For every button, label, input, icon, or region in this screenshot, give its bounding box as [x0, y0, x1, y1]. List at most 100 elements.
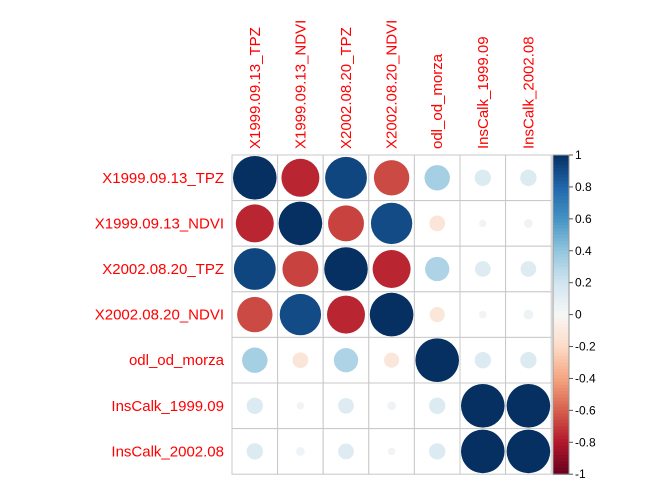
- row-labels: X1999.09.13_TPZ X1999.09.13_NDVI X2002.08.…: [95, 170, 225, 461]
- colorbar-segment: [553, 461, 569, 466]
- colorbar-tick-label: -1: [575, 467, 586, 480]
- correlation-circle: [373, 160, 410, 196]
- colorbar-segment: [553, 234, 569, 239]
- colorbar-segment: [553, 471, 569, 475]
- correlation-circle: [415, 338, 460, 383]
- colorbar-tick-label: -0.6: [575, 403, 596, 417]
- colorbar-segment: [553, 333, 569, 338]
- correlation-circle: [369, 292, 414, 337]
- column-labels: X1999.09.13_TPZ X1999.09.13_NDVI X2002.08.…: [247, 20, 538, 149]
- colorbar-segment: [553, 324, 569, 328]
- colorbar-segment: [553, 327, 569, 332]
- colorbar-segment: [553, 311, 569, 316]
- correlation-circle: [429, 397, 446, 414]
- colorbar-segment: [553, 253, 569, 258]
- colorbar-segment: [553, 400, 569, 405]
- correlation-circle: [338, 397, 354, 414]
- colorbar-segment: [553, 432, 569, 437]
- colorbar-segment: [553, 378, 569, 383]
- colorbar-segment: [553, 330, 569, 335]
- colorbar-segment: [553, 451, 569, 456]
- correlation-circle: [523, 309, 534, 320]
- colorbar-segment: [553, 199, 569, 204]
- correlation-circle: [281, 158, 320, 197]
- colorbar-segment: [553, 266, 569, 271]
- correlation-circle: [387, 447, 396, 456]
- colorbar-segment: [553, 359, 569, 364]
- colorbar-segment: [553, 177, 569, 182]
- colorbar-segment: [553, 285, 569, 290]
- correlation-circle: [242, 347, 268, 373]
- correlation-circle: [520, 261, 537, 277]
- correlation-circle: [461, 384, 505, 428]
- colorbar-segment: [553, 362, 569, 367]
- correlation-circle: [429, 443, 446, 460]
- grid-cell: [505, 200, 552, 247]
- row-label: odl_od_morza: [129, 352, 225, 369]
- row-label: X2002.08.20_NDVI: [95, 307, 224, 324]
- colorbar-segment: [553, 158, 569, 162]
- row-label: X1999.09.13_TPZ: [102, 170, 224, 187]
- colorbar-segment: [553, 257, 569, 261]
- colorbar-segment: [553, 346, 569, 351]
- correlation-circle: [479, 219, 487, 228]
- colorbar-segment: [553, 391, 569, 395]
- colorbar-tick-label: -0.4: [575, 371, 596, 385]
- colorbar-segment: [553, 282, 569, 287]
- colorbar-tick-label: 0: [575, 308, 582, 322]
- correlation-circle: [296, 447, 305, 456]
- colorbar-segment: [553, 314, 569, 319]
- colorbar-segment: [553, 180, 569, 185]
- colorbar-segment: [553, 161, 569, 166]
- correlation-circle: [237, 296, 273, 333]
- colorbar-segment: [553, 170, 569, 175]
- correlation-circle: [279, 293, 322, 336]
- column-label: X1999.09.13_NDVI: [292, 20, 309, 149]
- colorbar-segment: [553, 426, 569, 431]
- colorbar-tick-label: 0.8: [575, 180, 592, 194]
- column-label: InsCalk_2002.08: [520, 36, 537, 149]
- correlation-circle: [370, 202, 413, 245]
- correlation-circle: [461, 429, 505, 474]
- column-label: X2002.08.20_NDVI: [384, 20, 401, 149]
- colorbar-segment: [553, 292, 569, 297]
- colorbar-segment: [553, 317, 569, 322]
- colorbar-tick-label: 0.2: [575, 276, 592, 290]
- correlation-circle: [506, 384, 551, 428]
- correlation-circle: [246, 397, 263, 414]
- colorbar-segment: [553, 237, 569, 242]
- colorbar-segment: [553, 225, 569, 230]
- colorbar-segment: [553, 352, 569, 357]
- colorbar-segment: [553, 336, 569, 341]
- row-label: InsCalk_2002.08: [111, 443, 224, 460]
- colorbar-tick-label: 1: [575, 148, 582, 162]
- color-legend: 1 0.8 0.6 0.4 0.2 0 -0.2 -0.4 -0.6 -0.8 -1: [552, 148, 596, 480]
- correlation-circle: [292, 352, 309, 369]
- correlation-circle: [474, 169, 491, 186]
- correlation-circle: [479, 310, 487, 319]
- colorbar-segment: [553, 202, 569, 207]
- row-label: X1999.09.13_NDVI: [95, 215, 224, 232]
- correlation-circle: [328, 205, 364, 242]
- colorbar-segment: [553, 231, 569, 236]
- colorbar-segment: [553, 375, 569, 380]
- colorbar-segment: [553, 276, 569, 281]
- colorbar-segment: [553, 186, 569, 191]
- colorbar-segment: [553, 279, 569, 284]
- correlation-circle: [278, 201, 323, 246]
- correlation-circle: [506, 429, 551, 474]
- correlation-circle: [372, 250, 411, 288]
- colorbar-segment: [553, 403, 569, 408]
- colorbar-tick-label: -0.2: [575, 340, 596, 354]
- column-label: X2002.08.20_TPZ: [338, 27, 355, 149]
- colorbar-segment: [553, 183, 569, 188]
- colorbar-tick-label: 0.6: [575, 212, 592, 226]
- correlation-circle: [524, 219, 533, 228]
- correlation-circle: [233, 248, 276, 290]
- colorbar-segment: [553, 384, 569, 389]
- colorbar-segment: [553, 340, 569, 344]
- colorbar-segment: [553, 410, 569, 415]
- correlation-circle: [387, 401, 396, 411]
- correlation-circle: [429, 307, 445, 323]
